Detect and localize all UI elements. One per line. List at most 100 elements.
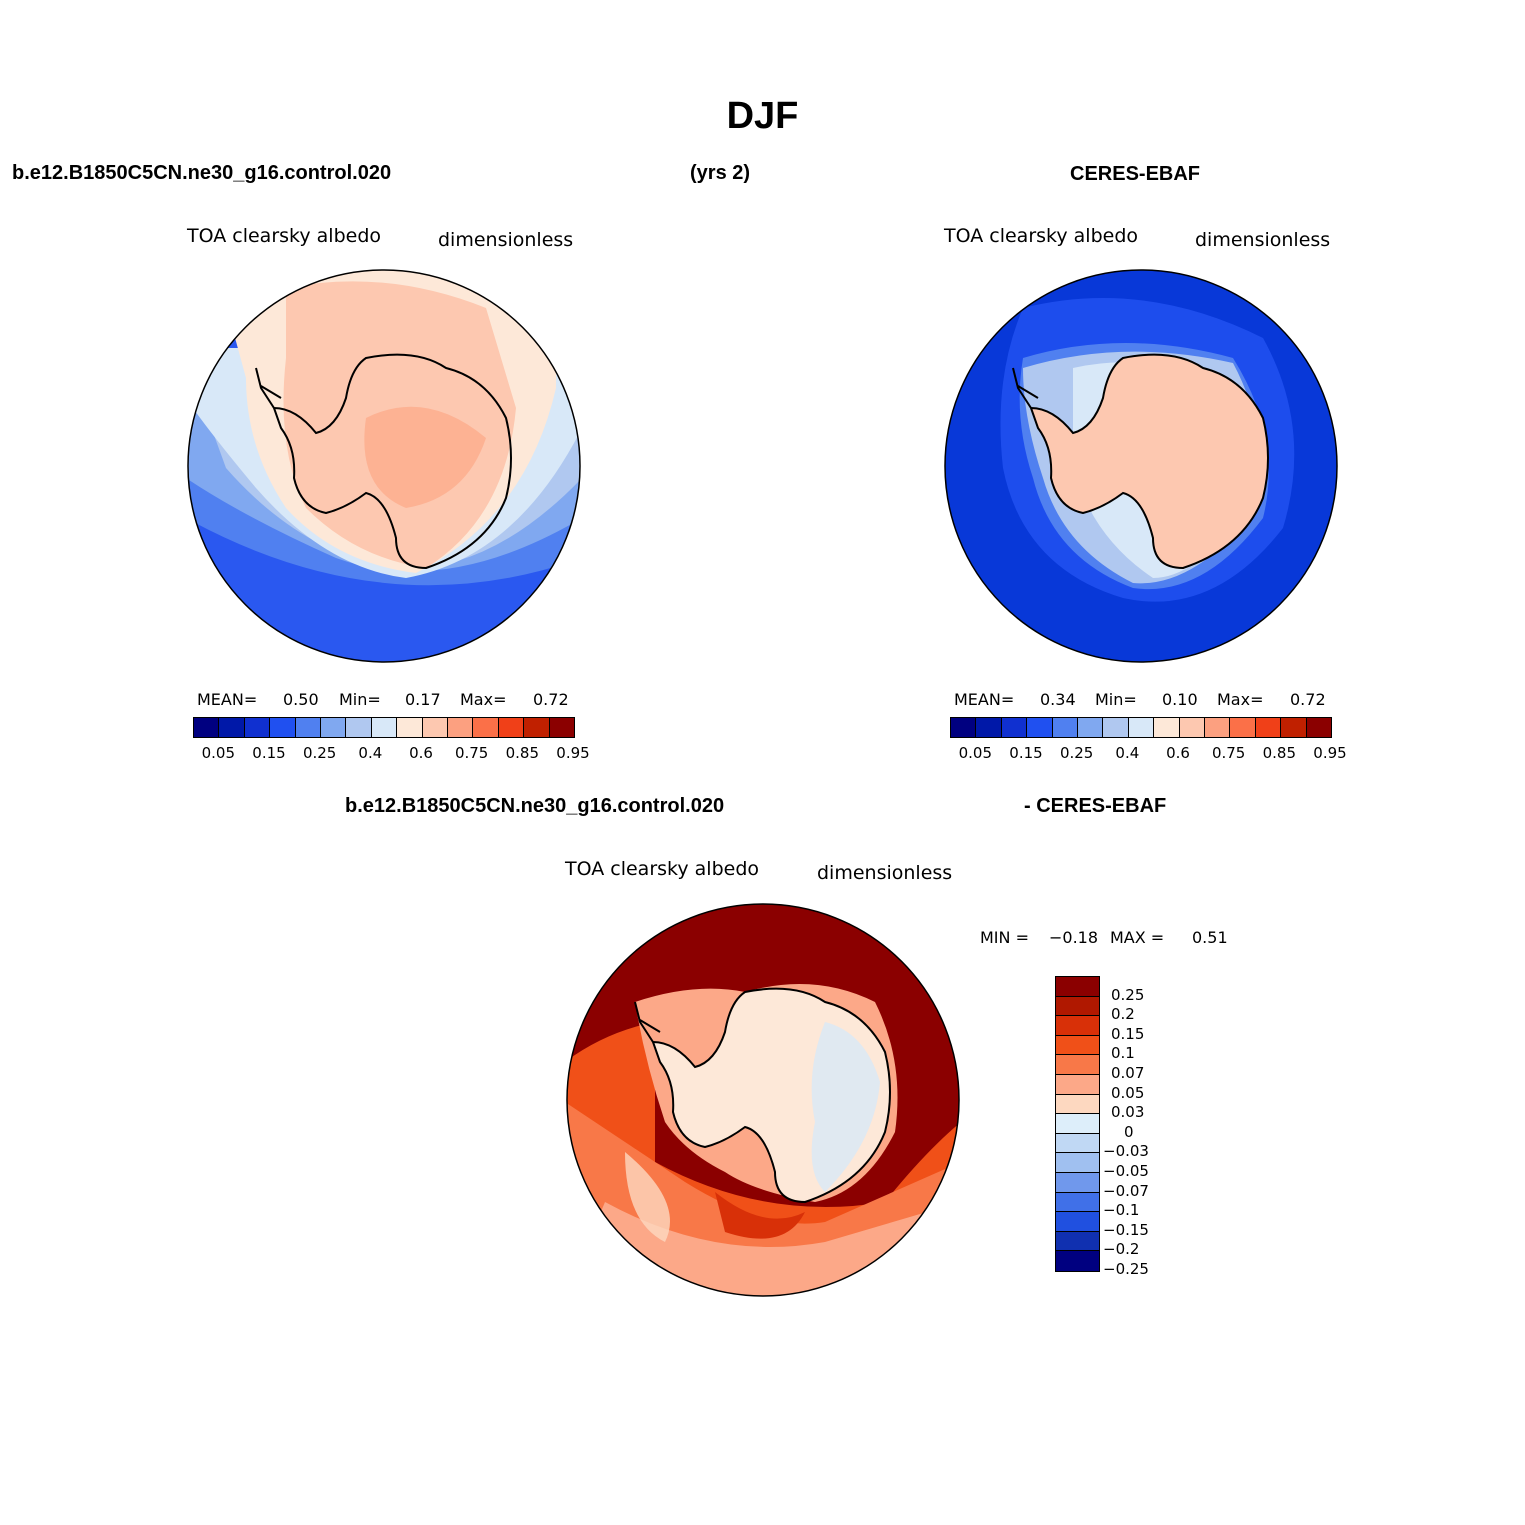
colorbar-tick-label: 0.07 <box>1111 1064 1145 1082</box>
obs-name-header: CERES-EBAF <box>1070 163 1201 185</box>
model-units-label: dimensionless <box>438 229 574 251</box>
colorbar-tick-label: 0.95 <box>1313 744 1347 762</box>
colorbar-tick-label: −0.03 <box>1103 1142 1149 1161</box>
colorbar-swatch <box>498 718 525 737</box>
antarctica-coastline <box>272 353 512 570</box>
colorbar-tick-label: −0.15 <box>1103 1220 1149 1239</box>
colorbar-swatch <box>1281 718 1307 737</box>
model-mean-label: MEAN= <box>197 690 258 709</box>
colorbar-swatch <box>1056 1192 1099 1213</box>
obs-polar-map <box>944 269 1338 663</box>
colorbar-swatch <box>1306 718 1332 737</box>
diff-units-label: dimensionless <box>817 862 953 884</box>
obs-mean-label: MEAN= <box>954 690 1015 709</box>
colorbar-tick-label: 0.05 <box>201 744 236 762</box>
obs-mean-value: 0.34 <box>1040 690 1076 709</box>
colorbar-tick-label: 0.25 <box>1059 744 1094 762</box>
colorbar-tick-label: 0.95 <box>556 744 590 762</box>
diff-colorbar <box>1055 976 1100 1272</box>
colorbar-tick-label: 0.15 <box>1009 744 1043 762</box>
obs-colorbar-labels: 0.05 0.15 0.25 0.4 0.6 0.75 0.85 0.95 <box>950 744 1347 764</box>
colorbar-tick-label: 0.05 <box>958 744 993 762</box>
model-max-value: 0.72 <box>533 690 569 709</box>
antarctica-coastline <box>1029 353 1269 570</box>
obs-colorbar <box>950 717 1332 738</box>
colorbar-swatch <box>1179 718 1206 737</box>
colorbar-swatch <box>1255 718 1282 737</box>
obs-max-label: Max= <box>1217 690 1264 709</box>
colorbar-tick-label: 0.05 <box>1111 1083 1145 1102</box>
colorbar-swatch <box>397 718 423 737</box>
colorbar-tick-label: 0.85 <box>1262 744 1297 762</box>
colorbar-swatch <box>976 718 1002 737</box>
colorbar-swatch <box>1056 1074 1099 1095</box>
colorbar-tick-label: 0.15 <box>252 744 286 762</box>
colorbar-swatch <box>295 718 322 737</box>
colorbar-swatch <box>270 718 296 737</box>
model-colorbar-labels: 0.05 0.15 0.25 0.4 0.6 0.75 0.85 0.95 <box>193 744 590 764</box>
colorbar-tick-label: 0.85 <box>505 744 540 762</box>
colorbar-swatch <box>244 718 271 737</box>
colorbar-swatch <box>1056 977 1099 997</box>
colorbar-swatch <box>194 718 220 737</box>
colorbar-swatch <box>1230 718 1256 737</box>
colorbar-swatch <box>1056 1114 1099 1134</box>
colorbar-swatch <box>524 718 550 737</box>
colorbar-tick-label: 0.6 <box>409 744 433 762</box>
model-min-value: 0.17 <box>405 690 441 709</box>
diff-min-value: −0.18 <box>1049 928 1099 947</box>
obs-min-value: 0.10 <box>1162 690 1198 709</box>
diff-min-label: MIN = <box>980 928 1029 947</box>
colorbar-swatch <box>1154 718 1180 737</box>
colorbar-swatch <box>219 718 245 737</box>
model-mean-value: 0.50 <box>283 690 319 709</box>
colorbar-tick-label: −0.25 <box>1103 1260 1149 1278</box>
diff-max-value: 0.51 <box>1192 928 1228 947</box>
obs-max-value: 0.72 <box>1290 690 1326 709</box>
colorbar-tick-label: 0.4 <box>1115 744 1140 762</box>
diff-case-header: b.e12.B1850C5CN.ne30_g16.control.020 <box>345 795 725 817</box>
colorbar-tick-label: 0.25 <box>302 744 337 762</box>
diff-max-label: MAX = <box>1110 928 1165 947</box>
colorbar-swatch <box>1056 1212 1099 1232</box>
colorbar-swatch <box>1056 1133 1099 1154</box>
colorbar-tick-label: −0.05 <box>1103 1162 1149 1180</box>
diff-variable-label: TOA clearsky albedo <box>565 858 759 880</box>
model-variable-label: TOA clearsky albedo <box>187 225 381 247</box>
colorbar-swatch <box>473 718 499 737</box>
model-min-label: Min= <box>339 690 381 709</box>
model-max-label: Max= <box>460 690 507 709</box>
colorbar-swatch <box>1078 718 1104 737</box>
colorbar-tick-label: −0.07 <box>1103 1181 1149 1200</box>
colorbar-swatch <box>422 718 449 737</box>
colorbar-swatch <box>371 718 398 737</box>
colorbar-swatch <box>1056 1231 1099 1252</box>
model-colorbar <box>193 717 575 738</box>
obs-min-label: Min= <box>1095 690 1137 709</box>
colorbar-swatch <box>1056 1035 1099 1056</box>
colorbar-tick-label: 0.25 <box>1111 985 1145 1004</box>
colorbar-tick-label: 0.2 <box>1111 1005 1135 1024</box>
colorbar-swatch <box>1056 1153 1099 1173</box>
colorbar-tick-label: −0.1 <box>1103 1201 1140 1220</box>
colorbar-tick-label: 0 <box>1124 1122 1134 1141</box>
colorbar-swatch <box>1056 1251 1099 1271</box>
figure-title: DJF <box>726 95 799 137</box>
colorbar-swatch <box>1103 718 1129 737</box>
model-polar-map <box>187 269 581 663</box>
colorbar-swatch <box>1056 1094 1099 1115</box>
colorbar-tick-label: 0.75 <box>1211 744 1246 762</box>
colorbar-swatch <box>1001 718 1028 737</box>
obs-variable-label: TOA clearsky albedo <box>944 225 1138 247</box>
colorbar-swatch <box>1052 718 1079 737</box>
years-header: (yrs 2) <box>690 162 751 184</box>
antarctica-coastline <box>651 987 891 1204</box>
colorbar-swatch <box>1056 1055 1099 1075</box>
colorbar-swatch <box>1056 1016 1099 1036</box>
colorbar-tick-label: 0.15 <box>1111 1024 1145 1043</box>
colorbar-tick-label: 0.03 <box>1111 1103 1145 1122</box>
colorbar-swatch <box>321 718 347 737</box>
colorbar-tick-label: 0.6 <box>1166 744 1190 762</box>
colorbar-tick-label: −0.2 <box>1103 1240 1140 1259</box>
colorbar-swatch <box>1056 996 1099 1017</box>
